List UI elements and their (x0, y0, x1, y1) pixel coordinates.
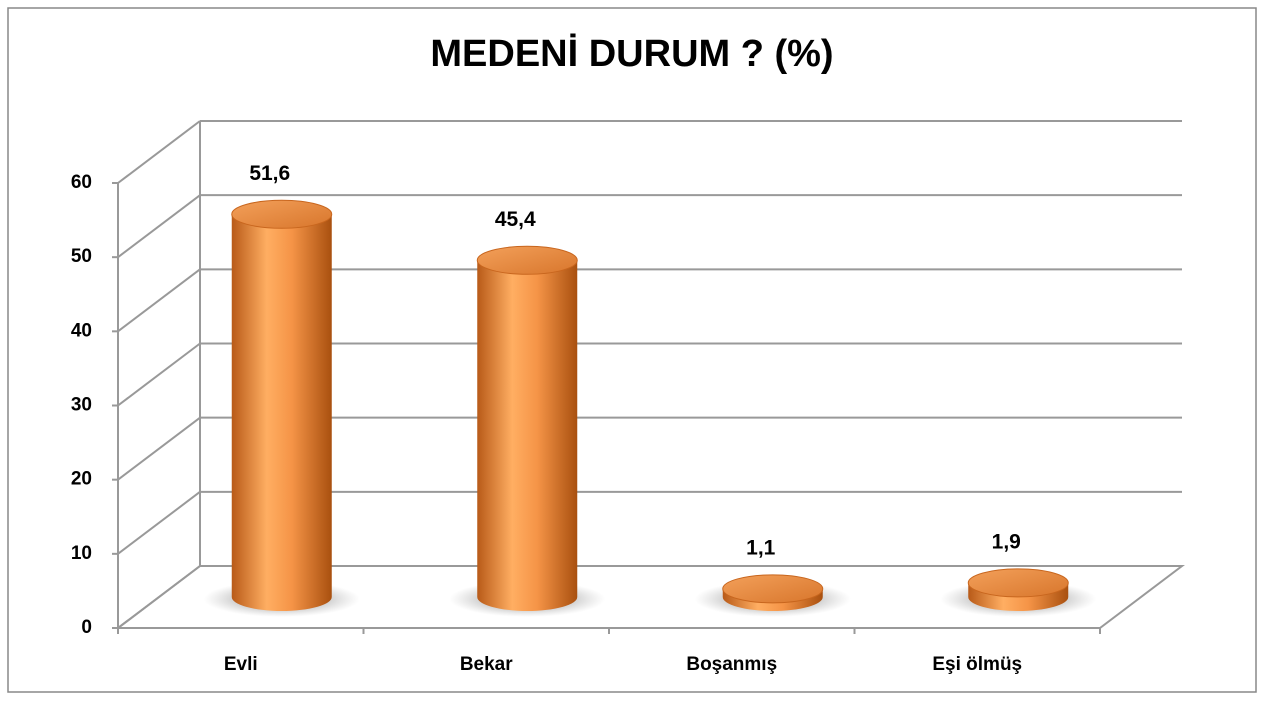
y-tick-label: 20 (71, 469, 92, 490)
chart-title: MEDENİ DURUM ? (%) (430, 33, 833, 75)
y-tick-label: 0 (81, 617, 92, 638)
bar-top (722, 574, 824, 604)
y-tick-label: 30 (71, 395, 92, 416)
y-tick-label: 40 (71, 320, 92, 341)
bar-top (967, 568, 1069, 598)
y-tick-label: 50 (71, 246, 92, 267)
grid-line (117, 491, 201, 555)
value-label: 51,6 (249, 162, 290, 185)
x-tick-label: Evli (224, 654, 258, 675)
y-tick-label: 60 (71, 172, 92, 193)
bar-top (231, 199, 333, 229)
grid-line (117, 120, 201, 184)
y-tick-label: 10 (71, 543, 92, 564)
bar-top (476, 245, 578, 275)
grid-line (117, 416, 201, 481)
grid-line (117, 342, 201, 407)
bar (231, 200, 332, 612)
bar (477, 246, 578, 612)
grid-line (117, 268, 201, 333)
x-tick-label: Boşanmış (686, 654, 777, 675)
value-label: 1,1 (746, 536, 776, 559)
value-label: 1,9 (992, 530, 1021, 553)
grid-line (117, 565, 201, 629)
x-tick-label: Bekar (460, 654, 513, 675)
value-label: 45,4 (495, 208, 536, 231)
x-tick-label: Eşi ölmüş (932, 654, 1022, 675)
grid-line (117, 194, 201, 258)
